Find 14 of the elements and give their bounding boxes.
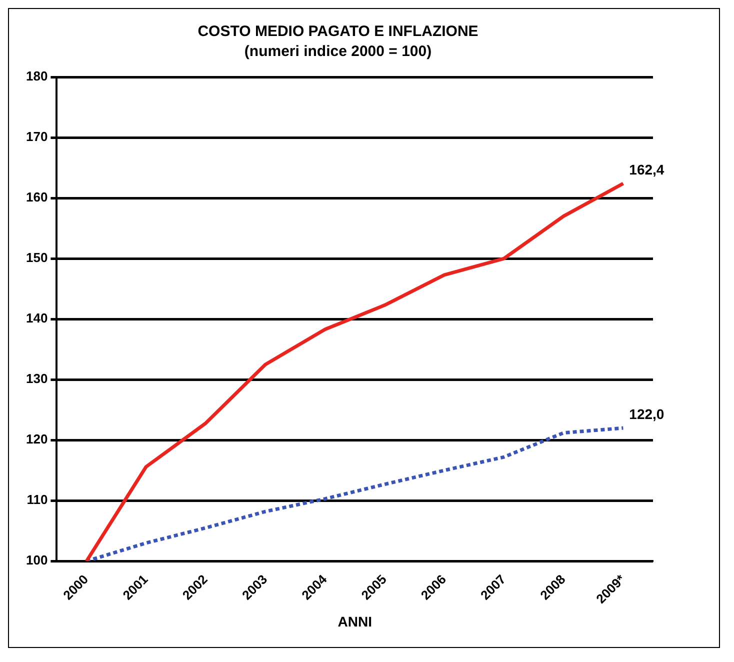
chart-subtitle: (numeri indice 2000 = 100)	[244, 43, 432, 60]
y-tick-label: 180	[26, 68, 48, 84]
y-tick-label: 110	[26, 492, 48, 508]
data-label: 162,4	[629, 161, 664, 178]
y-tick-label: 100	[26, 552, 48, 568]
y-tick-label: 170	[26, 129, 48, 144]
y-tick-label: 120	[26, 432, 48, 447]
x-axis-title: ANNI	[338, 613, 372, 630]
chart-title: COSTO MEDIO PAGATO E INFLAZIONE	[198, 23, 478, 40]
y-tick-label: 150	[26, 250, 48, 266]
y-tick-label: 140	[26, 310, 48, 326]
y-tick-label: 160	[26, 190, 48, 205]
data-label: 122,0	[629, 406, 664, 422]
y-tick-label: 130	[26, 371, 48, 386]
